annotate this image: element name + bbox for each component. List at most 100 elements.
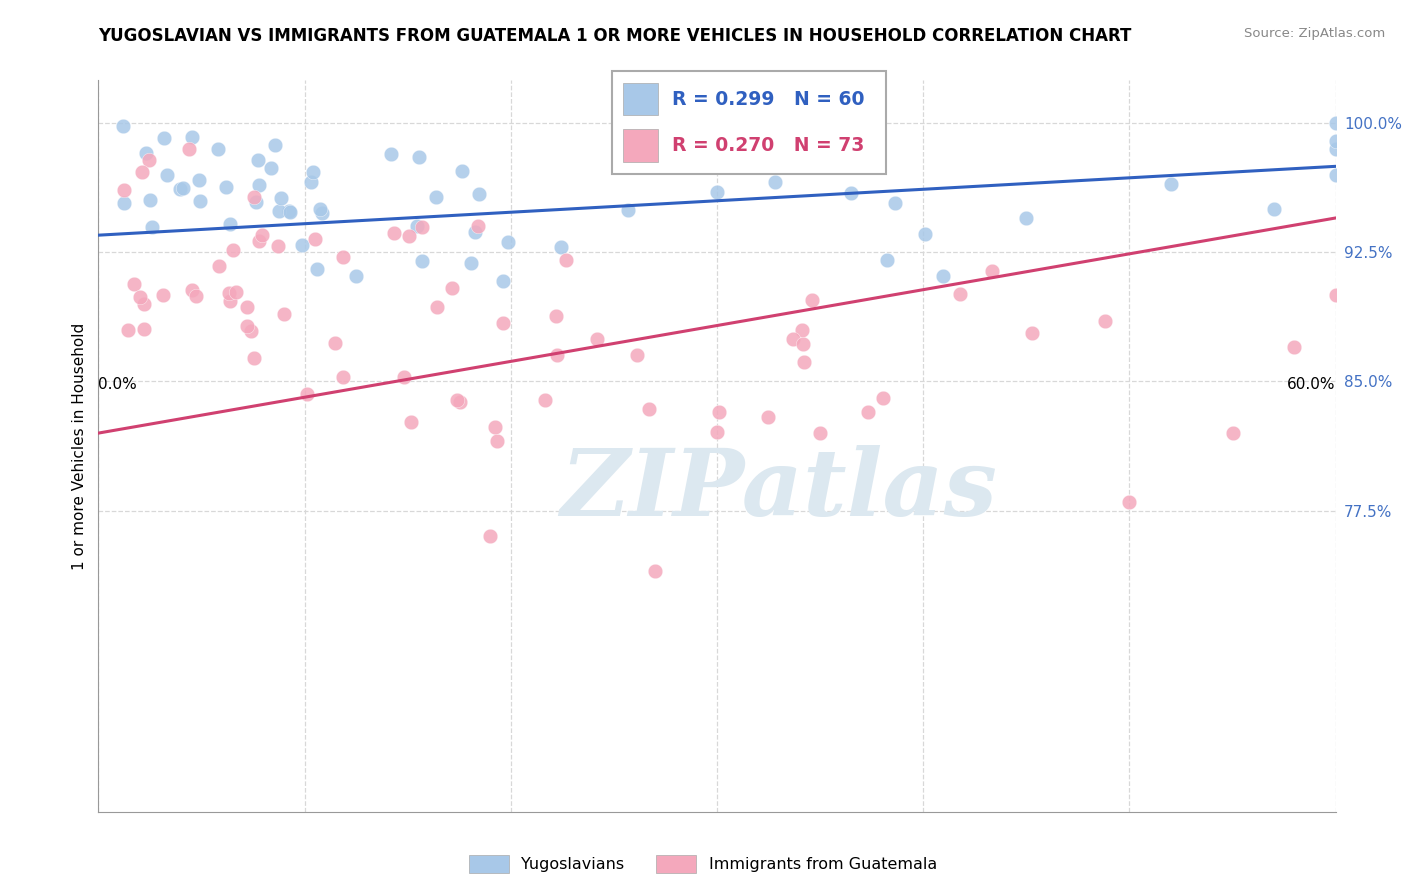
Point — [172, 181, 194, 195]
Point — [626, 348, 648, 362]
Point — [134, 322, 156, 336]
Text: ZIPatlas: ZIPatlas — [561, 445, 997, 535]
Point — [399, 415, 422, 429]
Point — [207, 142, 229, 156]
Point — [1015, 211, 1038, 225]
Point — [872, 391, 894, 405]
Point — [382, 227, 405, 241]
Point — [240, 324, 263, 338]
Point — [1324, 168, 1347, 182]
Point — [1021, 326, 1043, 340]
Legend: Yugoslavians, Immigrants from Guatemala: Yugoslavians, Immigrants from Guatemala — [463, 848, 943, 880]
Point — [344, 269, 367, 284]
Point — [555, 252, 578, 267]
Point — [546, 348, 568, 362]
Point — [1346, 211, 1368, 225]
Point — [184, 288, 207, 302]
Point — [112, 183, 135, 197]
Point — [291, 237, 314, 252]
Point — [219, 217, 242, 231]
Point — [246, 153, 269, 168]
Point — [801, 293, 824, 307]
Point — [1324, 134, 1347, 148]
Point — [546, 310, 568, 324]
Point — [1160, 177, 1182, 191]
Point — [225, 285, 247, 300]
Point — [492, 316, 515, 330]
Point — [187, 173, 209, 187]
Point — [278, 205, 301, 219]
Point — [1222, 426, 1244, 441]
Point — [876, 252, 898, 267]
Point — [305, 262, 328, 277]
Point — [177, 142, 200, 156]
Point — [949, 287, 972, 301]
Point — [243, 190, 266, 204]
Text: R = 0.270   N = 73: R = 0.270 N = 73 — [672, 136, 865, 154]
Point — [426, 300, 449, 314]
Text: Source: ZipAtlas.com: Source: ZipAtlas.com — [1244, 27, 1385, 40]
Point — [323, 336, 346, 351]
Point — [793, 355, 815, 369]
Point — [269, 203, 291, 218]
Point — [550, 240, 572, 254]
Point — [311, 205, 333, 219]
Point — [411, 219, 433, 234]
Point — [156, 168, 179, 182]
Point — [1346, 159, 1368, 173]
Point — [222, 243, 245, 257]
Point — [260, 161, 283, 175]
Point — [304, 232, 326, 246]
Point — [169, 182, 191, 196]
Point — [299, 175, 322, 189]
Point — [425, 190, 447, 204]
Point — [332, 251, 354, 265]
Point — [273, 307, 295, 321]
Point — [1346, 177, 1368, 191]
Point — [1094, 314, 1116, 328]
Point — [706, 425, 728, 439]
Point — [308, 202, 330, 216]
Point — [112, 119, 135, 133]
Point — [883, 195, 905, 210]
Point — [138, 153, 160, 167]
FancyBboxPatch shape — [612, 71, 886, 174]
Point — [236, 300, 259, 314]
Text: R = 0.299   N = 60: R = 0.299 N = 60 — [672, 89, 865, 109]
Point — [1284, 340, 1306, 354]
Point — [1324, 142, 1347, 156]
Point — [398, 229, 420, 244]
Point — [586, 332, 609, 346]
Point — [765, 175, 787, 189]
Point — [247, 234, 270, 248]
Point — [250, 228, 273, 243]
Point — [236, 319, 259, 334]
Point — [451, 164, 474, 178]
Point — [302, 165, 325, 179]
Point — [856, 405, 879, 419]
Point — [112, 195, 135, 210]
Point — [215, 179, 238, 194]
Point — [180, 130, 202, 145]
Point — [295, 386, 318, 401]
Point — [467, 187, 489, 202]
Point — [141, 220, 163, 235]
Point — [449, 394, 471, 409]
Point — [790, 323, 813, 337]
Point — [332, 370, 354, 384]
Point — [932, 269, 955, 284]
Point — [839, 186, 862, 200]
Point — [122, 277, 145, 291]
Point — [411, 254, 433, 268]
Point — [208, 260, 231, 274]
Point — [152, 288, 174, 302]
Point — [134, 297, 156, 311]
Text: 0.0%: 0.0% — [98, 376, 138, 392]
FancyBboxPatch shape — [623, 83, 658, 115]
Point — [128, 290, 150, 304]
Point — [464, 225, 486, 239]
Point — [243, 351, 266, 366]
Point — [278, 204, 301, 219]
Point — [644, 564, 666, 578]
Y-axis label: 1 or more Vehicles in Household: 1 or more Vehicles in Household — [72, 322, 87, 570]
